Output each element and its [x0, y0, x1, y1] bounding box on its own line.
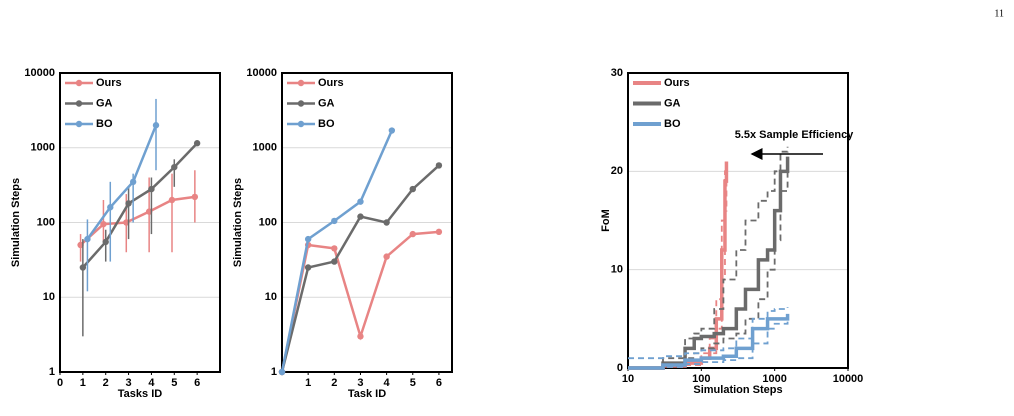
x-tick-label: 2	[103, 377, 109, 389]
y-tick-label: 10	[43, 291, 55, 303]
y-tick-label: 1	[271, 366, 277, 378]
point	[357, 198, 364, 205]
point	[435, 228, 443, 236]
point	[125, 200, 132, 207]
y-tick-label: 10000	[246, 67, 277, 79]
legend-label: GA	[318, 97, 335, 109]
point	[171, 163, 178, 171]
series-line	[628, 313, 790, 370]
x-tick-label: 1	[80, 377, 86, 389]
legend-label: Ours	[664, 77, 690, 89]
x-axis-title: Task ID	[348, 388, 386, 400]
legend-marker	[297, 100, 305, 107]
plot-frame	[627, 72, 849, 369]
legend-marker	[75, 120, 83, 128]
x-axis-title: Tasks ID	[118, 388, 162, 400]
y-tick-label: 1000	[253, 142, 277, 154]
x-tick-label: 3	[357, 377, 363, 389]
point	[84, 235, 91, 243]
point	[79, 264, 87, 271]
point	[152, 122, 160, 129]
series-line	[81, 142, 199, 269]
x-tick-label: 4	[148, 377, 155, 389]
y-axis-title: Simulation Steps	[10, 178, 22, 267]
point	[148, 185, 155, 193]
point	[383, 253, 390, 260]
point	[107, 204, 114, 211]
legend-marker	[75, 100, 83, 107]
y-tick-label: 20	[611, 165, 623, 177]
legend-marker	[297, 120, 305, 128]
series-line	[628, 156, 790, 370]
point	[168, 196, 176, 204]
y-tick-label: 30	[611, 67, 623, 79]
y-tick-label: 1	[49, 366, 55, 378]
point	[304, 264, 312, 271]
point	[409, 230, 416, 238]
bound-line	[628, 318, 789, 369]
x-tick-label: 5	[171, 377, 177, 389]
point	[383, 219, 390, 226]
y-tick-label: 0	[617, 362, 623, 374]
series-line	[86, 124, 158, 240]
point	[357, 213, 364, 220]
legend-label: Ours	[318, 77, 344, 89]
x-tick-label: 10000	[833, 373, 864, 385]
legend-label: Ours	[96, 77, 122, 89]
y-tick-label: 1000	[31, 142, 55, 154]
point	[331, 258, 338, 265]
x-tick-label: 10	[622, 373, 634, 385]
page-number: 11	[994, 8, 1004, 19]
x-tick-label: 6	[436, 377, 442, 389]
legend-label: BO	[318, 118, 335, 130]
point	[129, 178, 137, 186]
legend-label: BO	[96, 118, 113, 130]
x-tick-label: 3	[126, 377, 132, 389]
point	[100, 220, 107, 228]
point	[435, 162, 443, 169]
legend-marker	[75, 79, 83, 87]
y-tick-label: 100	[259, 216, 277, 228]
y-tick-label: 10000	[24, 67, 55, 79]
y-tick-label: 100	[37, 216, 55, 228]
series-line	[79, 195, 196, 246]
legend-label: GA	[664, 97, 681, 109]
y-tick-label: 10	[265, 291, 277, 303]
point	[304, 235, 312, 243]
y-axis-title: Simulation Steps	[232, 178, 244, 267]
point	[193, 140, 201, 147]
x-tick-label: 2	[331, 377, 337, 389]
annotation: 5.5x Sample Efficiency	[735, 129, 854, 141]
bound-line	[628, 307, 789, 360]
point	[357, 333, 364, 340]
x-tick-label: 5	[410, 377, 416, 389]
x-tick-label: 6	[194, 377, 200, 389]
x-tick-label: 1	[305, 377, 311, 389]
legend-label: BO	[664, 118, 681, 130]
point	[409, 185, 416, 193]
y-tick-label: 10	[611, 264, 623, 276]
point	[102, 238, 109, 246]
x-tick-label: 100	[692, 373, 710, 385]
point	[388, 127, 396, 134]
point	[278, 368, 286, 376]
x-tick-label: 4	[384, 377, 391, 389]
y-axis-title: FoM	[600, 209, 612, 232]
point	[331, 245, 338, 252]
plot-frame	[59, 72, 221, 373]
series-line	[280, 130, 393, 373]
point	[191, 193, 199, 201]
legend-label: GA	[96, 97, 113, 109]
plot-frame	[281, 72, 453, 373]
x-axis-title: Simulation Steps	[693, 384, 782, 396]
legend-marker	[297, 79, 305, 87]
x-tick-label: 1000	[762, 373, 786, 385]
point	[331, 217, 338, 225]
x-tick-label: 0	[57, 377, 63, 389]
